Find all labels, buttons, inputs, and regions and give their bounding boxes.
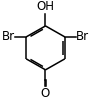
Text: OH: OH: [36, 0, 55, 13]
Text: O: O: [41, 87, 50, 100]
Text: Br: Br: [76, 30, 89, 43]
Text: Br: Br: [2, 30, 15, 43]
